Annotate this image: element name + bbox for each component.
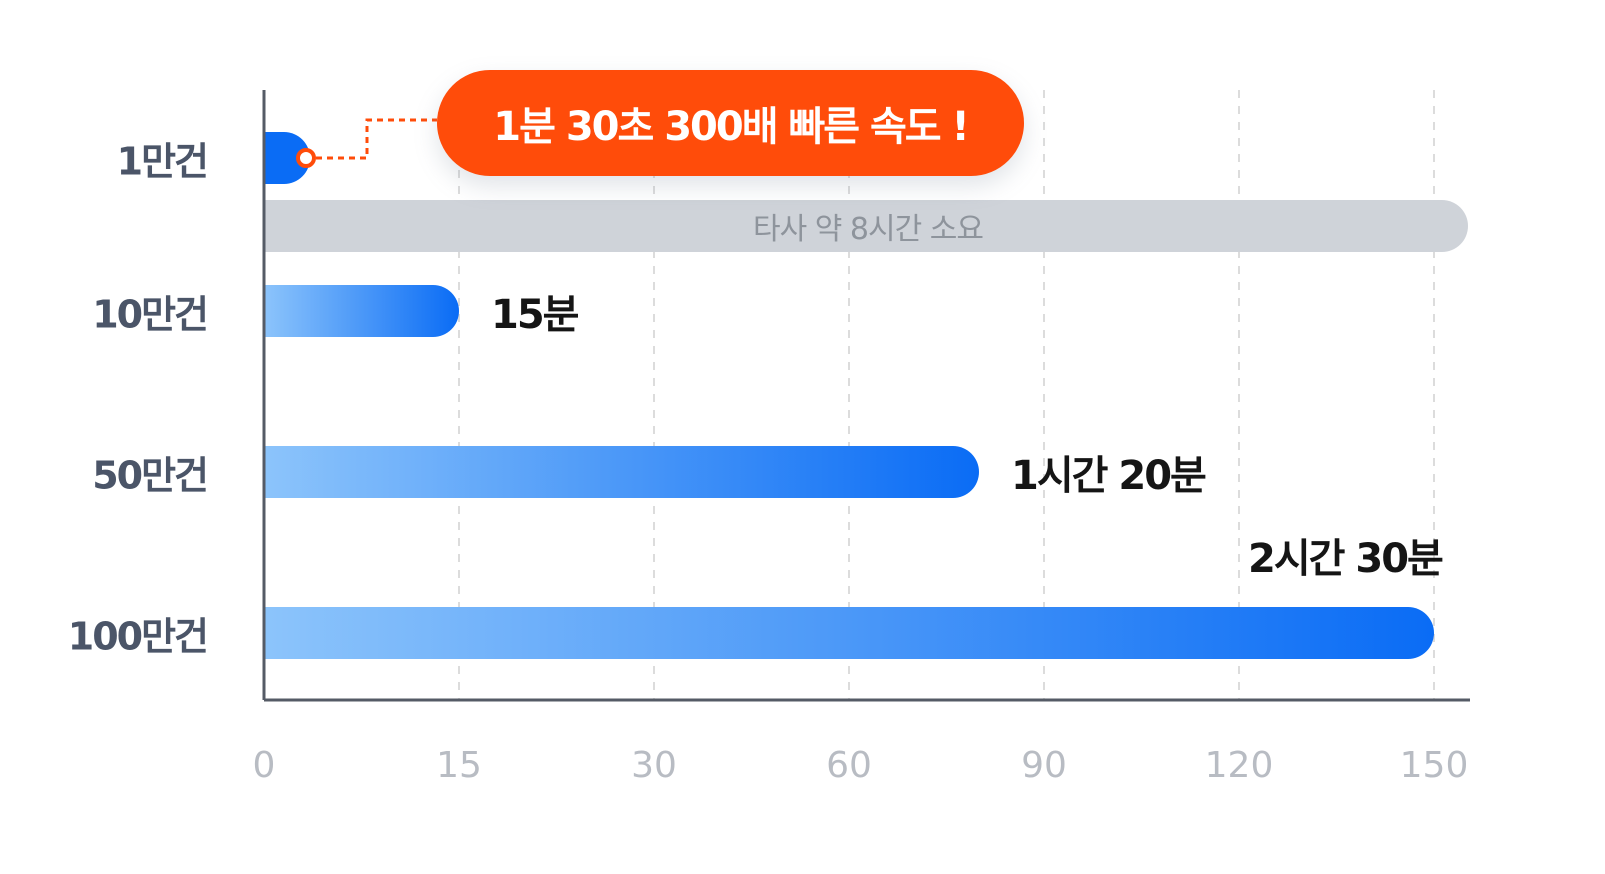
x-tick-label: 150 [1399, 745, 1469, 786]
x-tick-label: 90 [1021, 745, 1067, 786]
category-label: 10만건 [92, 292, 209, 337]
x-tick-label: 30 [631, 745, 677, 786]
bar-1 [264, 132, 310, 184]
category-label: 1만건 [116, 139, 209, 184]
category-label: 100만건 [67, 614, 209, 659]
value-label: 1시간 20분 [1011, 453, 1207, 499]
x-tick-label: 0 [252, 745, 276, 786]
value-label: 15분 [491, 292, 579, 338]
bar-4 [264, 607, 1434, 659]
category-label: 50만건 [92, 453, 209, 498]
bar-2 [264, 285, 459, 337]
speed-callout-text: 1분 30초 300배 빠른 속도 ! [493, 104, 969, 150]
value-label: 2시간 30분 [1248, 536, 1444, 582]
bar-3 [264, 446, 979, 498]
comparison-label: 타사 약 8시간 소요 [753, 212, 984, 247]
callout-anchor-dot [296, 148, 316, 168]
speed-callout: 1분 30초 300배 빠른 속도 ! [437, 70, 1024, 176]
x-tick-label: 60 [826, 745, 872, 786]
x-tick-label: 15 [436, 745, 482, 786]
comparison-bar-left-edge [264, 200, 304, 252]
x-tick-label: 120 [1204, 745, 1274, 786]
callout-connector [316, 118, 437, 160]
comparison-bar [264, 200, 1468, 252]
